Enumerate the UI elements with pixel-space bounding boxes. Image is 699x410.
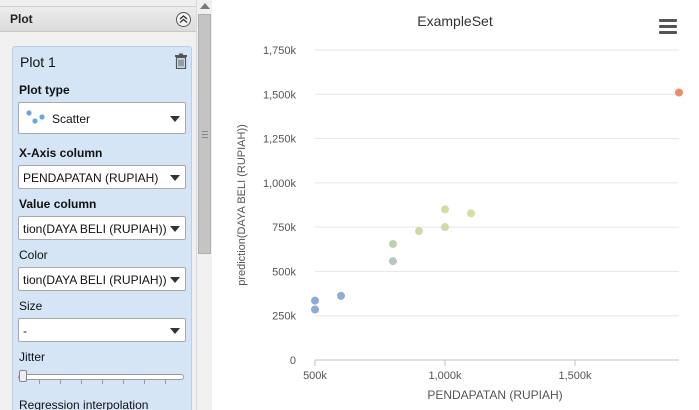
slider-tick xyxy=(144,380,145,384)
y-axis-ticks: 0 250k 500k 750k 1,000k 1,250k 1,500k 1,750k xyxy=(263,45,297,367)
size-dropdown[interactable]: - xyxy=(18,318,186,342)
x-tick-label: 1,000k xyxy=(428,370,462,382)
panel-header[interactable]: Plot xyxy=(0,6,196,32)
value-column-value: tion(DAYA BELI (RUPIAH)) xyxy=(23,222,167,236)
color-value: tion(DAYA BELI (RUPIAH)) xyxy=(23,273,167,287)
data-point[interactable] xyxy=(389,239,397,248)
y-tick-label: 750k xyxy=(272,222,296,234)
regression-label: Regression interpolation xyxy=(19,398,149,410)
double-chevron-up-icon[interactable] xyxy=(176,12,191,27)
data-point[interactable] xyxy=(311,296,319,305)
plot-type-label: Plot type xyxy=(19,83,70,97)
scroll-up-arrow-icon[interactable] xyxy=(200,3,210,9)
chevron-down-icon xyxy=(170,328,180,334)
x-tick-label: 500k xyxy=(303,370,327,382)
chart-area: ExampleSet 0 250k 500k 750k 1,000k 1,250k 1,50… xyxy=(212,0,699,410)
trash-icon[interactable] xyxy=(174,53,188,70)
color-label: Color xyxy=(19,248,48,262)
data-point[interactable] xyxy=(415,227,423,236)
chart-title: ExampleSet xyxy=(417,13,493,29)
color-dropdown[interactable]: tion(DAYA BELI (RUPIAH)) xyxy=(18,267,186,291)
hamburger-menu-icon[interactable] xyxy=(659,18,677,34)
scatter-icon xyxy=(25,109,47,127)
panel-scrollbar[interactable] xyxy=(196,0,212,410)
grip-icon xyxy=(202,131,208,138)
data-point[interactable] xyxy=(337,291,345,300)
data-point[interactable] xyxy=(441,205,449,214)
data-point[interactable] xyxy=(311,305,319,314)
x-axis-value: PENDAPATAN (RUPIAH) xyxy=(23,171,159,185)
y-tick-label: 1,250k xyxy=(263,134,297,146)
slider-tick xyxy=(81,380,82,384)
chevron-down-icon xyxy=(170,116,180,122)
plot-settings-box: Plot 1 Plot type xyxy=(12,46,192,410)
data-point[interactable] xyxy=(389,257,397,266)
plot-name: Plot 1 xyxy=(20,54,56,70)
jitter-slider-handle[interactable] xyxy=(19,370,27,382)
x-tick-label: 1,500k xyxy=(558,370,592,382)
jitter-slider-track[interactable] xyxy=(18,374,184,384)
data-points xyxy=(311,88,683,314)
y-tick-label: 0 xyxy=(290,355,296,367)
x-axis-ticks: 500k 1,000k 1,500k xyxy=(303,360,592,382)
size-label: Size xyxy=(19,299,43,313)
scatter-chart: ExampleSet 0 250k 500k 750k 1,000k 1,250k 1,50… xyxy=(236,13,683,402)
grid-lines xyxy=(315,49,679,361)
plot-type-dropdown[interactable]: Scatter xyxy=(18,102,186,134)
panel-title: Plot xyxy=(10,12,33,26)
chevron-down-icon xyxy=(170,277,180,283)
plot-config-panel: Plot Plot 1 Plot type xyxy=(0,0,196,410)
data-point[interactable] xyxy=(675,88,683,97)
y-tick-label: 1,000k xyxy=(263,178,297,190)
size-value: - xyxy=(23,324,27,338)
chevron-down-icon xyxy=(170,175,180,181)
x-axis-dropdown[interactable]: PENDAPATAN (RUPIAH) xyxy=(18,165,186,189)
slider-tick xyxy=(60,380,61,384)
y-tick-label: 500k xyxy=(272,266,296,278)
x-axis-label: X-Axis column xyxy=(19,146,103,160)
y-tick-label: 250k xyxy=(272,311,296,323)
slider-tick xyxy=(123,380,124,384)
jitter-label: Jitter xyxy=(19,350,46,364)
chevron-down-icon xyxy=(170,226,180,232)
jitter-slider[interactable] xyxy=(18,370,184,384)
plot-type-value: Scatter xyxy=(52,112,91,126)
value-column-dropdown[interactable]: tion(DAYA BELI (RUPIAH)) xyxy=(18,216,186,240)
value-column-label: Value column xyxy=(19,197,97,211)
x-axis-title: PENDAPATAN (RUPIAH) xyxy=(427,388,562,402)
scrollbar-thumb[interactable] xyxy=(198,14,211,254)
data-point[interactable] xyxy=(441,223,449,232)
slider-tick xyxy=(39,380,40,384)
y-tick-label: 1,750k xyxy=(263,45,297,57)
slider-tick xyxy=(102,380,103,384)
y-tick-label: 1,500k xyxy=(263,89,297,101)
y-axis-title: prediction(DAYA BELI (RUPIAH)) xyxy=(236,124,248,286)
data-point[interactable] xyxy=(467,209,475,218)
slider-tick xyxy=(165,380,166,384)
